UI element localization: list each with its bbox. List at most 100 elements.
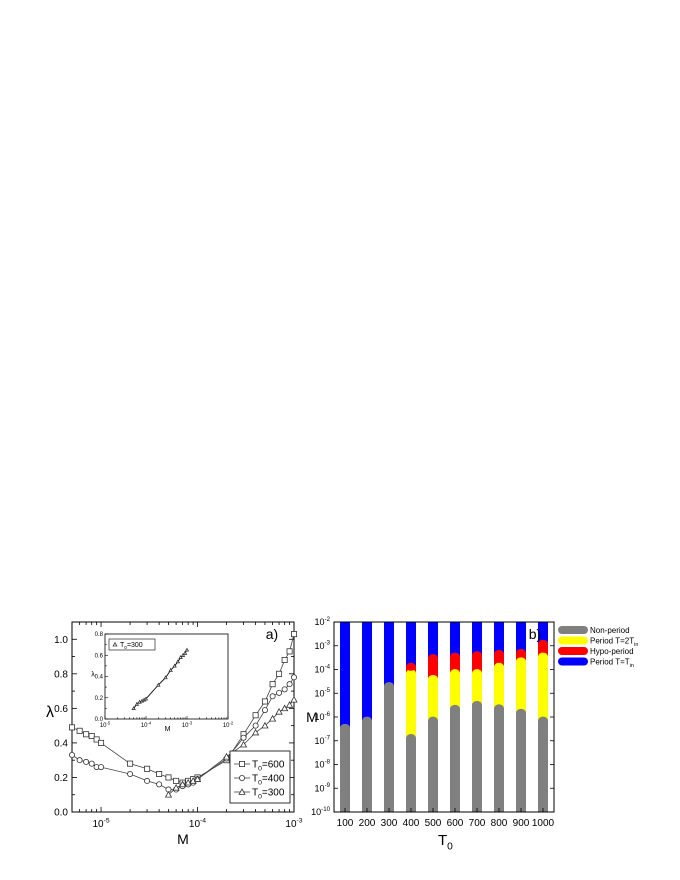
y-tick-label: 10-9: [315, 782, 331, 793]
data-point: [276, 689, 283, 696]
x-tick-label: 10-4: [189, 818, 206, 831]
inset-data-point: [180, 652, 186, 657]
bar-segment: [450, 673, 460, 709]
bar-segment: [516, 661, 526, 713]
series-circle: [69, 674, 297, 793]
y-tick-label: 0.2: [54, 773, 68, 784]
data-point: [261, 721, 269, 729]
legend-marker: [238, 788, 246, 795]
y-tick-label: 10-7: [315, 735, 331, 746]
y-tick-label: 10-2: [315, 616, 331, 627]
y-tick-label: 0.0: [54, 808, 68, 819]
data-point: [222, 752, 231, 760]
bar-segment: [516, 652, 526, 662]
bar-segment: [538, 720, 548, 812]
inset-x-tick-label: 10-5: [100, 720, 111, 729]
bar-segment: [428, 658, 438, 679]
bar-cap: [494, 649, 504, 658]
inset-y-tick-label: 0.8: [95, 632, 104, 638]
data-point: [172, 784, 180, 791]
inset-legend-marker: [112, 641, 118, 647]
bar-segment: [472, 705, 482, 812]
x-tick-label: 600: [447, 818, 464, 829]
bar-cap: [472, 651, 482, 660]
x-axis-label: M: [177, 831, 189, 847]
data-point: [286, 681, 293, 688]
data-point: [290, 674, 297, 681]
bar-segment: [362, 720, 372, 812]
data-point: [98, 739, 105, 746]
bar-cap: [406, 734, 416, 743]
data-point: [144, 765, 151, 772]
x-axis: 100 200 300 400 500 600 700 800 900 1000: [337, 808, 555, 829]
bar-cap: [472, 669, 482, 678]
data-point: [285, 701, 294, 708]
legend-swatch: [558, 626, 588, 634]
inset-data-point: [134, 701, 140, 706]
bar-segment: [450, 708, 460, 812]
bar-cap: [406, 662, 416, 671]
bar-500: [428, 622, 438, 812]
bar-segment: [340, 622, 350, 728]
bar-cap: [494, 662, 504, 671]
bar-200: [362, 622, 372, 812]
y-tick-label: 10-5: [315, 687, 331, 698]
inset-chart: 10-5 10-4 10-3 10-2 0.0 0.2 0.4 0.6 0.8 Mλ T0=300: [91, 632, 234, 733]
data-point: [88, 760, 95, 767]
data-point: [127, 771, 134, 778]
bar-cap: [340, 723, 350, 732]
bar-segment: [428, 622, 438, 659]
inset-y-tick-label: 0.4: [95, 675, 104, 681]
bar-cap: [428, 716, 438, 725]
y-tick-label: 10-8: [315, 758, 331, 769]
y-tick-label: 0.6: [54, 704, 68, 715]
data-point: [83, 731, 90, 738]
panel-a: 10-5 10-4 10-3 0.0 0.2 0.4 0.6 0.8 1.0 Mλ a) T0=600…: [46, 621, 303, 847]
panel-label-b: b): [529, 626, 541, 642]
bar-300: [384, 622, 394, 812]
bar-segment: [384, 686, 394, 812]
bar-cap: [472, 701, 482, 710]
x-tick-label: 700: [469, 818, 486, 829]
inset-x-tick-label: 10-2: [223, 720, 234, 729]
data-point: [83, 758, 90, 765]
y-tick-label: 10-10: [311, 806, 330, 817]
data-point: [76, 727, 83, 734]
data-point: [164, 790, 173, 798]
inset-data-point: [156, 682, 161, 687]
data-point: [76, 757, 83, 764]
data-point: [251, 728, 260, 736]
legend-entry: T0=600: [252, 760, 285, 773]
y-tick-label: 0.8: [54, 669, 68, 680]
bar-cap: [538, 639, 548, 648]
bar-cap: [450, 652, 460, 661]
data-point: [165, 774, 172, 781]
x-tick-label: 10-5: [92, 818, 109, 831]
bar-segment: [494, 622, 504, 654]
x-tick-label: 300: [381, 818, 398, 829]
panel-b: 10-10 10-9 10-8 10-7 10-6 10-5 10-4 10-3 10-2 100…: [306, 616, 638, 853]
data-point: [193, 775, 202, 782]
inset-y-tick-label: 0.6: [95, 653, 104, 659]
bar-cap: [516, 708, 526, 717]
bar-segment: [472, 673, 482, 706]
bar-cap: [450, 669, 460, 678]
bar-cap: [428, 654, 438, 663]
bar-segment: [494, 653, 504, 667]
legend-entry: T0=300: [252, 788, 285, 801]
legend-entry: Period T=Tin: [590, 658, 634, 669]
bar-1000: [538, 622, 548, 812]
x-axis-label: T0: [438, 832, 453, 853]
bars: [340, 622, 548, 812]
bar-cap: [538, 652, 548, 661]
bar-600: [450, 622, 460, 812]
bar-800: [494, 622, 504, 812]
legend-entry: Non-period: [590, 626, 630, 635]
inset-x-tick-label: 10-3: [182, 720, 193, 729]
legend-swatch: [558, 657, 588, 666]
bar-segment: [494, 708, 504, 812]
data-point: [268, 714, 277, 722]
inset-y-tick-label: 0.0: [95, 717, 104, 723]
